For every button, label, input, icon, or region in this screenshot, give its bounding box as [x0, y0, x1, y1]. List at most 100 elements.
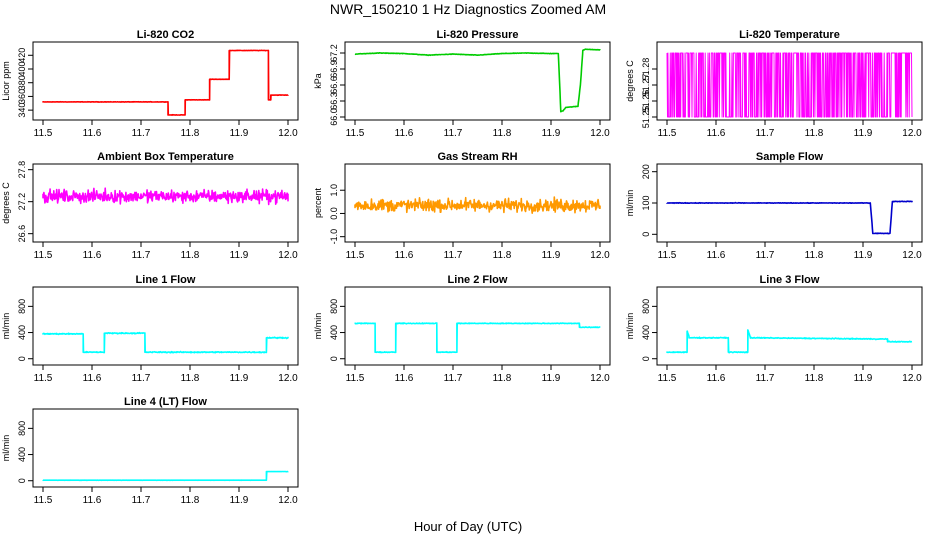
- panel-sample-flow-title: Sample Flow: [756, 151, 824, 163]
- panel-line-2-flow-series-line: [354, 322, 601, 354]
- panel-ambient-box-temperature-ytick-label: 27.8: [17, 161, 27, 179]
- panel-line-4-lt-flow-xtick-label: 11.5: [34, 495, 53, 506]
- panel-li-820-co2-xtick-label: 11.7: [132, 128, 151, 139]
- panel-gas-stream-rh: Gas Stream RH percent 11.5 11.6 11.7 11.8 11.9…: [313, 151, 611, 261]
- panel-line-3-flow-title: Line 3 Flow: [760, 274, 820, 286]
- panel-li-820-pressure-title: Li-820 Pressure: [437, 29, 519, 41]
- panel-li-820-co2-ytick-label: 400: [17, 61, 27, 76]
- panel-line-4-lt-flow-xtick-label: 11.7: [132, 495, 151, 506]
- panel-li-820-temperature-xtick-label: 12.0: [902, 128, 922, 139]
- panel-line-1-flow-ylabel: ml/min: [1, 313, 11, 340]
- panel-line-3-flow-series-line: [666, 329, 913, 354]
- panel-li-820-pressure-xtick-label: 11.6: [395, 128, 414, 139]
- panel-sample-flow-ytick-label: 100: [641, 195, 651, 210]
- panel-line-3-flow-xtick-label: 11.8: [805, 373, 824, 384]
- panel-gas-stream-rh-xtick-label: 11.5: [346, 250, 365, 261]
- panel-li-820-temperature-xtick-label: 11.9: [854, 128, 873, 139]
- panel-line-1-flow-title: Line 1 Flow: [136, 274, 196, 286]
- panel-li-820-temperature-ytick-label: 51.25: [641, 106, 651, 129]
- panel-ambient-box-temperature-ylabel: degrees C: [1, 182, 11, 224]
- panel-sample-flow: Sample Flow ml/min 11.5 11.6 11.7 11.8 11.9 12.…: [625, 151, 923, 261]
- panel-gas-stream-rh-ytick-label: -1.0: [329, 229, 339, 245]
- panel-li-820-temperature-xtick-label: 11.8: [805, 128, 824, 139]
- panel-line-2-flow-xtick-label: 12.0: [590, 373, 610, 384]
- panel-li-820-co2-ylabel: Licor ppm: [1, 61, 11, 101]
- panel-line-4-lt-flow-ylabel: ml/min: [1, 435, 11, 462]
- panel-ambient-box-temperature-xtick-label: 11.5: [34, 250, 53, 261]
- panel-ambient-box-temperature-series-line: [42, 187, 289, 206]
- panel-line-2-flow-xtick-label: 11.7: [444, 373, 463, 384]
- panel-line-3-flow-xtick-label: 12.0: [902, 373, 922, 384]
- panel-line-1-flow-xtick-label: 11.7: [132, 373, 151, 384]
- panel-li-820-pressure-xtick-label: 11.7: [444, 128, 463, 139]
- panel-gas-stream-rh-ytick-label: 1.0: [329, 184, 339, 197]
- panel-line-1-flow-xtick-label: 11.5: [34, 373, 53, 384]
- panel-gas-stream-rh-ylabel: percent: [313, 187, 323, 218]
- panel-li-820-temperature-xtick-label: 11.6: [707, 128, 726, 139]
- panel-li-820-pressure-ytick-label: 67.2: [329, 44, 339, 62]
- panel-li-820-co2-ytick-label: 420: [17, 48, 27, 63]
- panel-line-4-lt-flow-xtick-label: 11.8: [181, 495, 200, 506]
- panel-sample-flow-xtick-label: 11.9: [854, 250, 873, 261]
- panel-li-820-co2-frame: [32, 41, 299, 121]
- panel-sample-flow-series-line: [666, 200, 913, 235]
- panel-li-820-co2-ytick-label: 380: [17, 75, 27, 90]
- panel-ambient-box-temperature-frame: [32, 163, 299, 243]
- panel-gas-stream-rh-xtick-label: 11.7: [444, 250, 463, 261]
- panel-li-820-temperature-xtick-label: 11.7: [756, 128, 775, 139]
- panel-li-820-co2-xtick-label: 11.9: [230, 128, 249, 139]
- panels-group: Li-820 CO2 Licor ppm 11.5 11.6 11.7 11.8 11.9 1…: [1, 29, 923, 506]
- panel-line-3-flow-ytick-label: 400: [641, 325, 651, 340]
- panel-line-2-flow-ytick-label: 0: [329, 356, 339, 361]
- panel-line-2-flow-xtick-label: 11.6: [395, 373, 414, 384]
- panel-line-2-flow: Line 2 Flow ml/min 11.5 11.6 11.7 11.8 11.9 12.…: [313, 274, 611, 384]
- panel-ambient-box-temperature-xtick-label: 12.0: [278, 250, 298, 261]
- panel-li-820-temperature-ytick-label: 51.27: [641, 74, 651, 97]
- panel-li-820-co2-ytick-label: 340: [17, 103, 27, 118]
- panel-line-3-flow: Line 3 Flow ml/min 11.5 11.6 11.7 11.8 11.9 12.…: [625, 274, 923, 384]
- panel-li-820-pressure-xtick-label: 11.9: [542, 128, 561, 139]
- panel-line-2-flow-frame: [344, 286, 611, 366]
- panel-line-3-flow-ytick-label: 0: [641, 356, 651, 361]
- panel-li-820-pressure-ytick-label: 66.0: [329, 108, 339, 126]
- panel-gas-stream-rh-ytick-label: 0.0: [329, 207, 339, 220]
- panel-li-820-co2-xtick-label: 11.8: [181, 128, 200, 139]
- panel-sample-flow-xtick-label: 11.5: [658, 250, 677, 261]
- panel-li-820-pressure-series-line: [354, 48, 601, 113]
- panel-sample-flow-xtick-label: 12.0: [902, 250, 922, 261]
- panel-li-820-pressure-ytick-label: 66.6: [329, 76, 339, 94]
- panel-ambient-box-temperature-xtick-label: 11.9: [230, 250, 249, 261]
- panel-line-1-flow-xtick-label: 11.8: [181, 373, 200, 384]
- panel-ambient-box-temperature: Ambient Box Temperature degrees C 11.5 11.6…: [1, 151, 299, 261]
- panel-line-1-flow-ytick-label: 400: [17, 325, 27, 340]
- panel-line-4-lt-flow-xtick-label: 11.6: [83, 495, 102, 506]
- panel-line-3-flow-xtick-label: 11.9: [854, 373, 873, 384]
- panel-li-820-temperature-xtick-label: 11.5: [658, 128, 677, 139]
- panel-li-820-co2-series-line: [42, 49, 289, 116]
- panel-line-2-flow-title: Line 2 Flow: [448, 274, 508, 286]
- panel-gas-stream-rh-series-line: [354, 196, 601, 214]
- panel-ambient-box-temperature-xtick-label: 11.8: [181, 250, 200, 261]
- panel-sample-flow-ytick-label: 0: [641, 232, 651, 237]
- panel-line-1-flow-xtick-label: 11.9: [230, 373, 249, 384]
- panel-ambient-box-temperature-ytick-label: 26.6: [17, 225, 27, 243]
- panel-line-2-flow-xtick-label: 11.5: [346, 373, 365, 384]
- panel-line-4-lt-flow-xtick-label: 12.0: [278, 495, 298, 506]
- panel-li-820-temperature-title: Li-820 Temperature: [739, 29, 840, 41]
- panel-li-820-pressure-ylabel: kPa: [313, 73, 323, 89]
- panel-sample-flow-xtick-label: 11.7: [756, 250, 775, 261]
- panel-li-820-temperature-series-line: [666, 52, 913, 118]
- panel-line-3-flow-ytick-label: 800: [641, 299, 651, 314]
- panel-li-820-co2: Li-820 CO2 Licor ppm 11.5 11.6 11.7 11.8 11.9 1…: [1, 29, 299, 139]
- panel-line-2-flow-ytick-label: 400: [329, 325, 339, 340]
- panel-gas-stream-rh-frame: [344, 163, 611, 243]
- panel-ambient-box-temperature-title: Ambient Box Temperature: [97, 151, 234, 163]
- panel-ambient-box-temperature-xtick-label: 11.7: [132, 250, 151, 261]
- panel-li-820-co2-title: Li-820 CO2: [137, 29, 194, 41]
- panel-line-2-flow-xtick-label: 11.8: [493, 373, 512, 384]
- panel-line-3-flow-xtick-label: 11.6: [707, 373, 726, 384]
- panel-line-1-flow-frame: [32, 286, 299, 366]
- panel-ambient-box-temperature-xtick-label: 11.6: [83, 250, 102, 261]
- panel-gas-stream-rh-xtick-label: 11.9: [542, 250, 561, 261]
